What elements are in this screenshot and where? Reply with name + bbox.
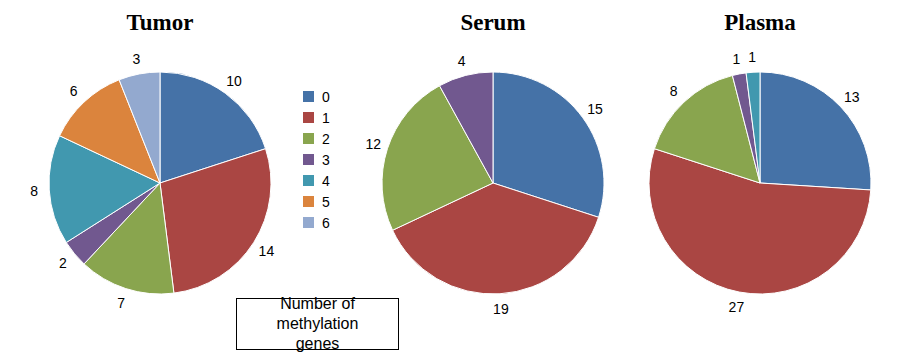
legend-swatch: [303, 154, 314, 165]
chart-title: Plasma: [724, 10, 796, 35]
legend-label: 3: [322, 152, 330, 168]
data-label: 19: [493, 301, 509, 317]
pie-slice: [119, 72, 160, 183]
legend-label: 0: [322, 89, 330, 105]
pie-slice: [746, 72, 760, 183]
data-label: 12: [365, 136, 381, 152]
data-label: 1: [748, 49, 756, 65]
data-label: 3: [132, 51, 140, 67]
pie-slice: [440, 72, 493, 183]
legend-swatch: [303, 217, 314, 228]
pie-slice: [160, 149, 271, 293]
data-label: 10: [226, 73, 242, 89]
data-label: 15: [587, 101, 603, 117]
legend-swatch: [303, 112, 314, 123]
pie-1: Serum 15 19 12 4: [365, 10, 604, 317]
data-label: 8: [670, 83, 678, 99]
legend-swatch: [303, 175, 314, 186]
legend-label: 1: [322, 110, 330, 126]
data-label: 13: [844, 89, 860, 105]
legend-swatch: [303, 133, 314, 144]
chart-canvas: Tumor1014728630123456Serum1519124Plasma1…: [0, 0, 900, 364]
legend-swatch: [303, 91, 314, 102]
chart-title: Tumor: [127, 10, 194, 35]
pie-slice: [732, 73, 760, 183]
pie-slice: [760, 72, 871, 190]
data-label: 14: [259, 243, 275, 259]
data-label: 8: [30, 183, 38, 199]
data-label: 1: [732, 51, 740, 67]
pie-0: Tumor 10 14 7 2 8 6 3: [30, 10, 274, 311]
legend-label: 5: [322, 194, 330, 210]
legend-label: 6: [322, 215, 330, 231]
pie-2: Plasma 13 27 8 11: [649, 10, 871, 315]
legend-label: 2: [322, 131, 330, 147]
data-label: 4: [458, 53, 466, 69]
legend-swatch: [303, 196, 314, 207]
legend-title: Number of methylation genes: [236, 298, 399, 350]
legend: 0 1 2 3 4 5 6: [303, 89, 330, 231]
data-label: 27: [729, 299, 745, 315]
data-label: 2: [59, 255, 67, 271]
data-label: 6: [70, 83, 78, 99]
data-label: 7: [117, 295, 125, 311]
legend-label: 4: [322, 173, 330, 189]
chart-title: Serum: [460, 10, 525, 35]
